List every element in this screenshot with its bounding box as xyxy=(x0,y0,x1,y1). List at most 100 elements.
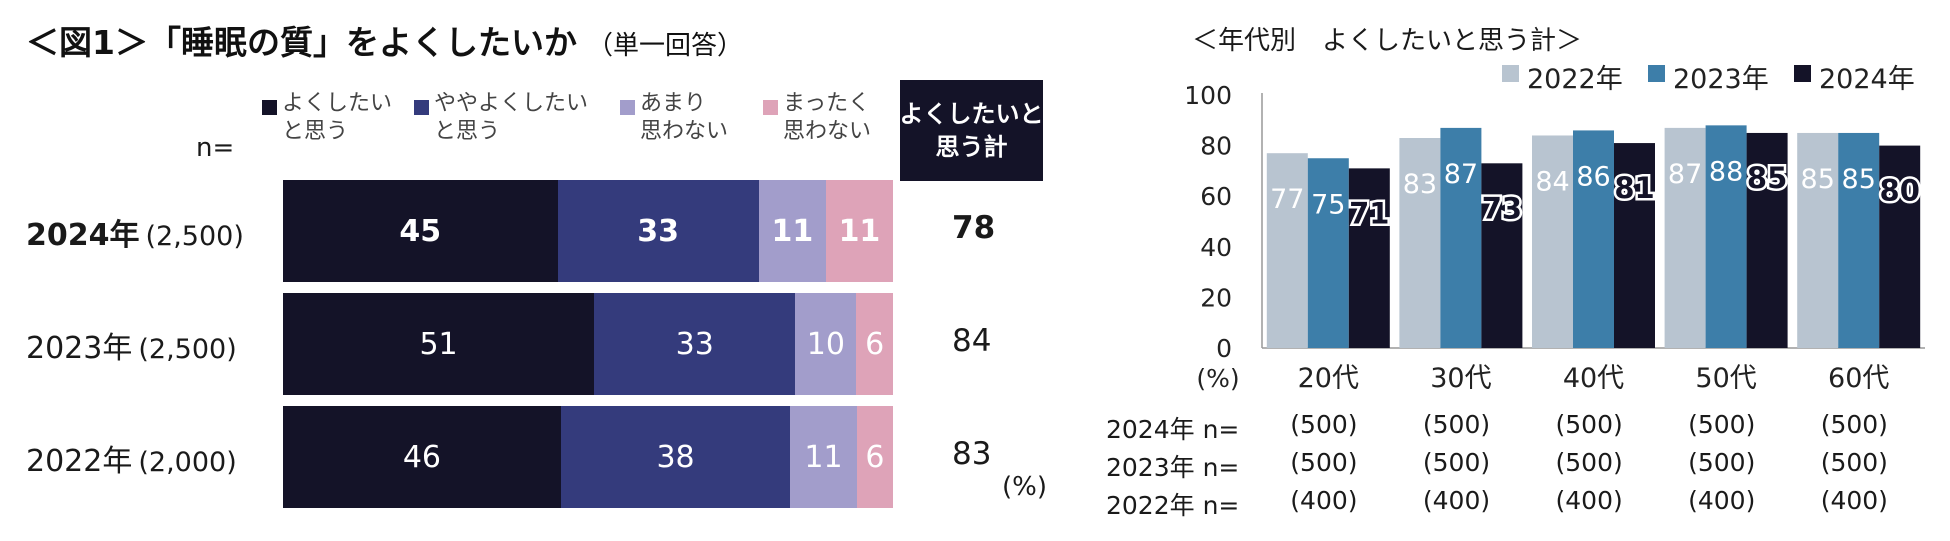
bar-value-label: 10 xyxy=(806,326,845,362)
bar-segment: 11 xyxy=(758,180,826,282)
y-tick-label: 40 xyxy=(1200,233,1232,262)
legend-label: ややよくしたい と思う xyxy=(434,91,589,144)
column-bar xyxy=(1348,168,1390,348)
bar-value-label: 6 xyxy=(865,439,885,475)
bar-segment: 45 xyxy=(283,180,558,282)
x-tick-label: 40代 xyxy=(1563,363,1624,394)
legend-swatch xyxy=(763,100,778,115)
sample-size-cell: (400) xyxy=(1555,486,1623,515)
sample-size-cell: (500) xyxy=(1688,448,1756,477)
x-tick-label: 50代 xyxy=(1695,363,1756,394)
column-bar xyxy=(1481,163,1523,348)
column-value-label: 85 xyxy=(1801,164,1835,195)
bar-segment: 38 xyxy=(560,406,791,508)
legend-swatch xyxy=(414,100,429,115)
sample-size-cell: (500) xyxy=(1555,410,1623,439)
legend-label: 2022年 xyxy=(1527,64,1623,95)
bar-value-label: 51 xyxy=(419,326,458,362)
sample-size-cell: (500) xyxy=(1290,448,1358,477)
column-value-label: 87 xyxy=(1444,159,1478,190)
bar-segment: 33 xyxy=(594,293,796,395)
sample-size-cell: (400) xyxy=(1820,486,1888,515)
row-year: 2022年 xyxy=(26,444,133,479)
n-label: n= xyxy=(196,133,235,163)
bar-segment: 33 xyxy=(557,180,759,282)
sample-size-cell: (500) xyxy=(1290,410,1358,439)
legend-label: 2024年 xyxy=(1819,64,1915,95)
column-value-label: 84 xyxy=(1535,166,1569,197)
sample-size-cell: (400) xyxy=(1422,486,1491,515)
figure-title-text: ＜図1＞「睡眠の質」をよくしたいか xyxy=(26,23,577,62)
x-tick-label: 60代 xyxy=(1828,363,1889,394)
percent-unit-label: (%) xyxy=(1002,472,1047,502)
x-tick-label: 30代 xyxy=(1430,363,1491,394)
column-value-label: 80 xyxy=(1880,174,1920,208)
bar-value-label: 38 xyxy=(656,439,695,475)
column-bar xyxy=(1614,143,1655,348)
row-label: 2023年 (2,500) xyxy=(26,323,237,367)
legend-swatch xyxy=(1648,65,1665,82)
bar-value-label: 11 xyxy=(804,439,843,475)
bar-segment: 11 xyxy=(825,180,893,282)
legend-swatch xyxy=(1502,65,1519,82)
column-bar xyxy=(1879,145,1921,348)
row-total-value: 78 xyxy=(952,210,996,246)
bar-value-label: 45 xyxy=(399,213,442,249)
column-bar xyxy=(1307,158,1349,348)
bar-segment: 11 xyxy=(790,406,857,508)
bar-segment: 10 xyxy=(795,293,857,395)
y-tick-label: 100 xyxy=(1184,81,1232,110)
column-value-label: 81 xyxy=(1614,171,1654,205)
sample-size-cell: (400) xyxy=(1290,486,1358,515)
sample-size-row-label: 2023年 n= xyxy=(1106,453,1240,482)
column-value-label: 85 xyxy=(1747,161,1787,195)
sample-size-row-label: 2022年 n= xyxy=(1106,491,1240,520)
row-year: 2024年 xyxy=(26,218,140,253)
y-tick-label: 60 xyxy=(1200,182,1232,211)
legend-label: 2023年 xyxy=(1673,64,1769,95)
column-value-label: 86 xyxy=(1576,161,1610,192)
bar-segment: 46 xyxy=(283,406,561,508)
column-bar xyxy=(1664,127,1706,348)
legend-swatch xyxy=(262,100,277,115)
y-tick-label: 0 xyxy=(1216,334,1232,363)
y-tick-label: 80 xyxy=(1200,132,1232,161)
column-bar xyxy=(1797,132,1839,348)
column-value-label: 83 xyxy=(1403,169,1437,200)
sample-size-cell: (500) xyxy=(1820,448,1888,477)
legend-label: よくしたい と思う xyxy=(282,91,393,144)
row-sample-size: (2,000) xyxy=(138,447,237,478)
bar-value-label: 33 xyxy=(675,326,714,362)
column-bar xyxy=(1838,132,1880,348)
column-bar xyxy=(1399,138,1441,348)
column-value-label: 88 xyxy=(1709,156,1743,187)
legend-swatch xyxy=(1794,65,1811,82)
column-value-label: 85 xyxy=(1842,164,1876,195)
bar-segment: 6 xyxy=(856,293,893,395)
sample-size-cell: (500) xyxy=(1820,410,1888,439)
sample-size-cell: (500) xyxy=(1688,410,1756,439)
row-total-value: 83 xyxy=(952,436,992,472)
column-bar xyxy=(1705,125,1747,348)
bar-value-label: 46 xyxy=(402,439,441,475)
figure-title: ＜図1＞「睡眠の質」をよくしたいか （単一回答） xyxy=(26,16,743,64)
row-label: 2024年 (2,500) xyxy=(26,210,244,254)
column-value-label: 87 xyxy=(1668,159,1702,190)
bar-value-label: 11 xyxy=(838,213,881,249)
sample-size-cell: (500) xyxy=(1422,410,1491,439)
column-value-label: 75 xyxy=(1311,189,1345,220)
row-sample-size: (2,500) xyxy=(138,334,237,365)
y-axis-unit: (%) xyxy=(1196,364,1239,393)
column-value-label: 73 xyxy=(1482,191,1522,225)
bar-segment: 6 xyxy=(856,406,893,508)
column-bar xyxy=(1532,135,1573,348)
sample-size-cell: (500) xyxy=(1422,448,1491,477)
sample-size-cell: (400) xyxy=(1688,486,1756,515)
row-label: 2022年 (2,000) xyxy=(26,436,237,480)
column-bar xyxy=(1573,130,1614,348)
legend-label: あまり 思わない xyxy=(640,91,729,144)
sample-size-cell: (500) xyxy=(1555,448,1623,477)
bar-value-label: 33 xyxy=(637,213,680,249)
sample-size-row-label: 2024年 n= xyxy=(1106,415,1240,444)
